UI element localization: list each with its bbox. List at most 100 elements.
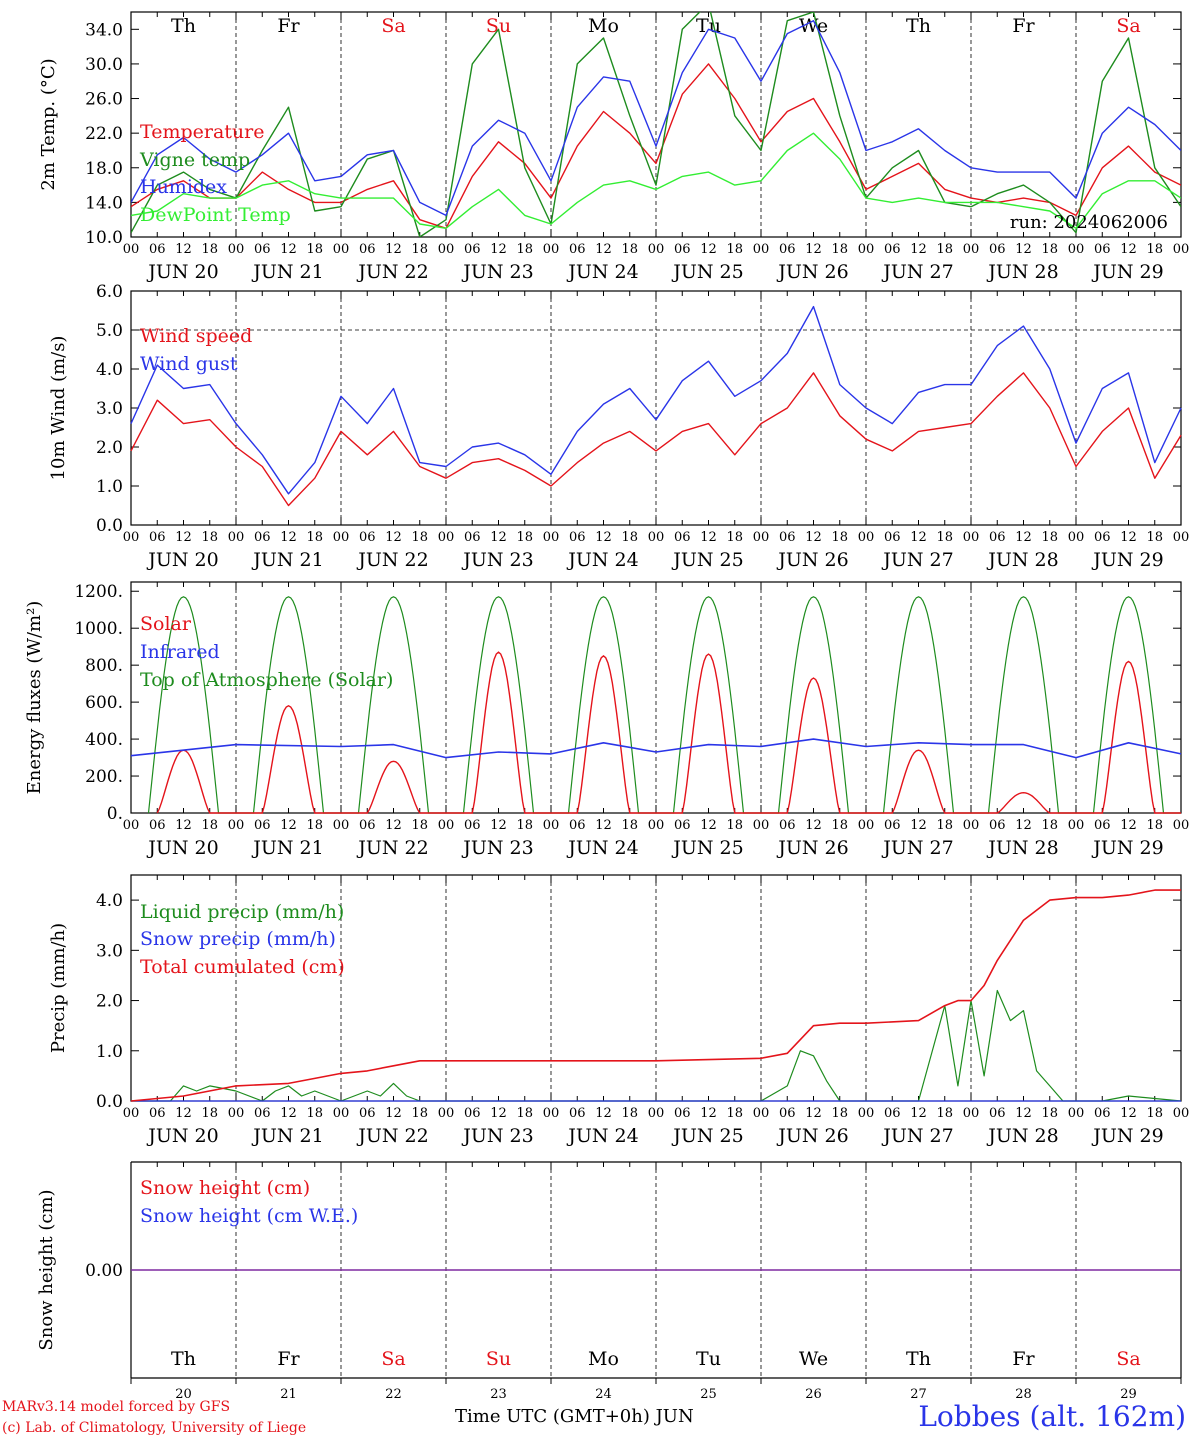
- energy-date-label: JUN 26: [776, 837, 848, 859]
- energy-hour-label: 12: [805, 818, 822, 833]
- temp-date-label: JUN 25: [671, 261, 743, 283]
- energy-hour-label: 12: [1120, 818, 1137, 833]
- temp-hour-label: 12: [385, 242, 402, 257]
- snow-ylabel: Snow height (cm): [36, 1189, 57, 1350]
- wind-date-label: JUN 20: [146, 549, 218, 571]
- temp-hour-label: 06: [464, 242, 481, 257]
- energy-date-label: JUN 29: [1091, 837, 1163, 859]
- precip-hour-label: 12: [805, 1106, 822, 1121]
- energy-hour-label: 00: [543, 818, 560, 833]
- weekday-label: Th: [906, 15, 931, 37]
- legend-top-of-atmosphere-solar-: Top of Atmosphere (Solar): [140, 669, 393, 691]
- wind-hour-label: 00: [1068, 530, 1085, 545]
- temp-hour-label: 18: [1041, 242, 1058, 257]
- temp-hour-label: 18: [831, 242, 848, 257]
- precip-hour-label: 18: [936, 1106, 953, 1121]
- precip-hour-label: 12: [385, 1106, 402, 1121]
- bottom-day-number: 24: [595, 1387, 612, 1402]
- precip-hour-label: 06: [359, 1106, 376, 1121]
- energy-hour-label: 06: [884, 818, 901, 833]
- temp-date-label: JUN 22: [356, 261, 428, 283]
- temp-hour-label: 18: [936, 242, 953, 257]
- precip-hour-label: 18: [516, 1106, 533, 1121]
- temp-hour-label: 00: [648, 242, 665, 257]
- bottom-weekday-label: Sa: [381, 1348, 405, 1370]
- wind-ytick-label: 1.0: [96, 477, 123, 497]
- precip-ytick-label: 2.0: [96, 992, 123, 1012]
- bottom-day-number: 26: [805, 1387, 822, 1402]
- wind-date-label: JUN 29: [1091, 549, 1163, 571]
- temp-hour-label: 12: [490, 242, 507, 257]
- wind-hour-label: 12: [385, 530, 402, 545]
- weekday-label: Th: [171, 15, 196, 37]
- legend-snow-height-cm-w-e-: Snow height (cm W.E.): [140, 1205, 358, 1227]
- temp-hour-label: 12: [595, 242, 612, 257]
- energy-hour-label: 18: [411, 818, 428, 833]
- wind-hour-label: 00: [228, 530, 245, 545]
- energy-hour-label: 06: [674, 818, 691, 833]
- precip-hour-label: 12: [1015, 1106, 1032, 1121]
- temp-date-label: JUN 23: [461, 261, 533, 283]
- energy-ylabel: Energy fluxes (W/m²): [24, 601, 45, 795]
- temp-hour-label: 18: [201, 242, 218, 257]
- energy-hour-label: 06: [464, 818, 481, 833]
- energy-hour-label: 06: [149, 818, 166, 833]
- wind-hour-label: 00: [648, 530, 665, 545]
- temp-ytick-label: 26.0: [85, 90, 123, 110]
- precip-hour-label: 06: [779, 1106, 796, 1121]
- energy-hour-label: 06: [989, 818, 1006, 833]
- wind-date-label: JUN 24: [566, 549, 638, 571]
- precip-hour-label: 18: [831, 1106, 848, 1121]
- legend-humidex: Humidex: [140, 176, 227, 198]
- wind-hour-label: 18: [831, 530, 848, 545]
- temp-hour-label: 00: [753, 242, 770, 257]
- wind-date-label: JUN 22: [356, 549, 428, 571]
- legend-liquid-precip-mm-h-: Liquid precip (mm/h): [140, 901, 344, 923]
- precip-hour-label: 06: [674, 1106, 691, 1121]
- weekday-label: Tu: [696, 15, 721, 37]
- bottom-weekday-label: Sa: [1116, 1348, 1140, 1370]
- energy-hour-label: 06: [569, 818, 586, 833]
- temp-hour-label: 12: [175, 242, 192, 257]
- wind-ytick-label: 4.0: [96, 360, 123, 380]
- wind-ytick-label: 0.0: [96, 516, 123, 536]
- legend-vigne-temp: Vigne temp: [139, 149, 250, 171]
- precip-ylabel: Precip (mm/h): [48, 923, 69, 1053]
- temp-hour-label: 00: [438, 242, 455, 257]
- energy-hour-label: 00: [1173, 818, 1190, 833]
- wind-hour-label: 18: [411, 530, 428, 545]
- temp-date-label: JUN 20: [146, 261, 218, 283]
- wind-date-label: JUN 26: [776, 549, 848, 571]
- precip-ytick-label: 4.0: [96, 891, 123, 911]
- wind-hour-label: 18: [621, 530, 638, 545]
- wind-date-label: JUN 28: [986, 549, 1058, 571]
- energy-hour-label: 00: [438, 818, 455, 833]
- temp-hour-label: 12: [805, 242, 822, 257]
- temp-hour-label: 00: [123, 242, 140, 257]
- bottom-day-number: 27: [910, 1387, 927, 1402]
- series-infrared: [130, 738, 1182, 759]
- precip-hour-label: 18: [411, 1106, 428, 1121]
- energy-hour-label: 00: [123, 818, 140, 833]
- temp-hour-label: 00: [228, 242, 245, 257]
- bottom-weekday-label: Fr: [1012, 1348, 1035, 1370]
- wind-hour-label: 06: [989, 530, 1006, 545]
- temp-hour-label: 06: [1094, 242, 1111, 257]
- legend-total-cumulated-cm-: Total cumulated (cm): [140, 956, 345, 978]
- energy-ytick-label: 0.: [107, 804, 123, 824]
- precip-hour-label: 06: [989, 1106, 1006, 1121]
- energy-hour-label: 12: [385, 818, 402, 833]
- time-axis-label: Time UTC (GMT+0h) JUN: [455, 1406, 694, 1427]
- energy-hour-label: 18: [306, 818, 323, 833]
- energy-hour-label: 00: [228, 818, 245, 833]
- precip-hour-label: 06: [884, 1106, 901, 1121]
- bottom-weekday-label: Su: [486, 1348, 511, 1370]
- wind-ytick-label: 5.0: [96, 321, 123, 341]
- temp-hour-label: 12: [280, 242, 297, 257]
- legend-snow-precip-mm-h-: Snow precip (mm/h): [140, 928, 336, 950]
- energy-hour-label: 12: [595, 818, 612, 833]
- energy-ytick-label: 1200.: [74, 582, 123, 602]
- model-credit: MARv3.14 model forced by GFS: [2, 1399, 231, 1415]
- temp-hour-label: 12: [700, 242, 717, 257]
- temp-hour-label: 00: [963, 242, 980, 257]
